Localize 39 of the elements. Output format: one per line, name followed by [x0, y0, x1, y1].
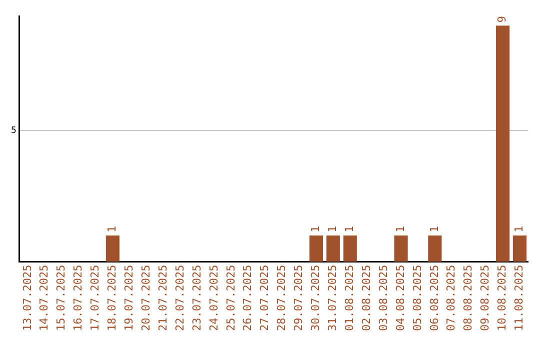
- data-label: 1: [106, 226, 119, 233]
- x-tick-label: 10.08.2025: [496, 264, 509, 332]
- x-tick-label: 03.08.2025: [376, 264, 390, 332]
- x-tick-label: 28.07.2025: [275, 264, 288, 332]
- x-tick-label: 20.07.2025: [139, 264, 152, 332]
- x-tick-label: 21.07.2025: [156, 264, 170, 332]
- x-tick-label: 07.08.2025: [444, 264, 458, 332]
- x-tick-label: 04.08.2025: [394, 264, 407, 332]
- x-tick-label: 11.08.2025: [512, 264, 526, 332]
- data-label: 1: [326, 226, 340, 233]
- x-tick-label: 16.07.2025: [72, 264, 85, 332]
- data-label: 9: [496, 16, 509, 23]
- x-tick-label: 27.07.2025: [258, 264, 272, 332]
- x-tick-label: 14.07.2025: [38, 264, 51, 332]
- x-tick-label: 22.07.2025: [173, 264, 186, 332]
- x-tick-label: 15.07.2025: [54, 264, 68, 332]
- x-tick-label: 23.07.2025: [190, 264, 204, 332]
- x-tick-label: 08.08.2025: [462, 264, 475, 332]
- x-tick-label: 30.07.2025: [309, 264, 322, 332]
- x-tick-label: 13.07.2025: [20, 264, 34, 332]
- y-tick-label: 5: [10, 126, 16, 136]
- x-tick-label: 06.08.2025: [428, 264, 441, 332]
- data-label: 1: [512, 226, 526, 233]
- data-label: 1: [394, 226, 407, 233]
- x-tick-label: 09.08.2025: [478, 264, 492, 332]
- x-tick-label: 26.07.2025: [241, 264, 254, 332]
- x-tick-label: 29.07.2025: [292, 264, 306, 332]
- x-tick-label: 02.08.2025: [360, 264, 373, 332]
- x-tick-label: 19.07.2025: [122, 264, 136, 332]
- x-tick-label: 31.07.2025: [326, 264, 340, 332]
- x-tick-label: 25.07.2025: [224, 264, 238, 332]
- x-tick-label: 24.07.2025: [207, 264, 220, 332]
- x-tick-label: 05.08.2025: [410, 264, 424, 332]
- x-tick-label: 18.07.2025: [106, 264, 119, 332]
- x-tick-label: 01.08.2025: [342, 264, 356, 332]
- data-label: 1: [309, 226, 322, 233]
- data-label: 1: [428, 226, 441, 233]
- x-tick-label: 17.07.2025: [88, 264, 102, 332]
- data-label: 1: [342, 226, 356, 233]
